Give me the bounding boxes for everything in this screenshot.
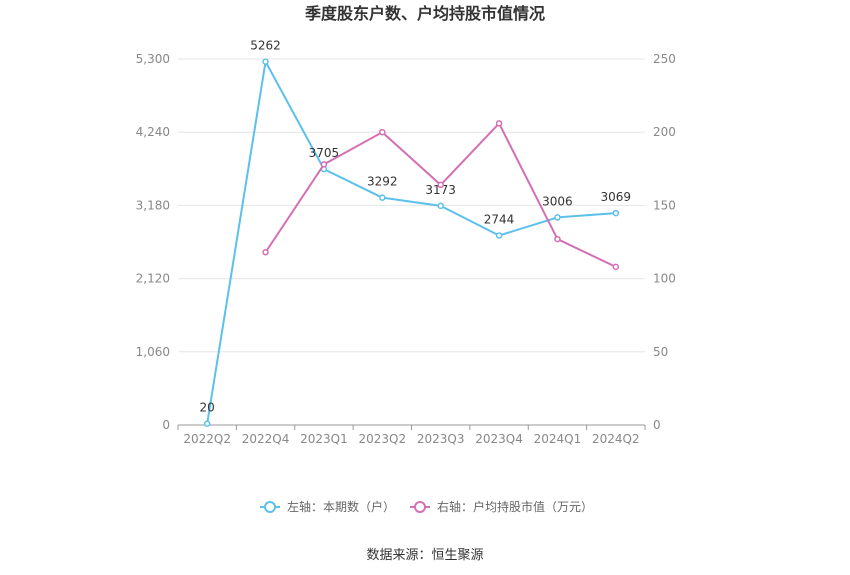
x-tick-label: 2023Q1 <box>300 432 348 446</box>
data-source: 数据来源：恒生聚源 <box>366 548 483 563</box>
point-avg-value <box>437 181 444 189</box>
point-avg-value <box>379 128 386 136</box>
grid-lines <box>178 58 645 353</box>
y-left-tick-label: 2,120 <box>136 272 170 286</box>
point-holders <box>554 214 561 221</box>
y-right-tick-label: 100 <box>653 272 676 286</box>
x-tick-label: 2024Q1 <box>534 432 582 446</box>
data-label: 2744 <box>484 213 515 227</box>
point-avg-value <box>320 161 328 168</box>
y-right-tick-label: 50 <box>653 345 668 359</box>
data-label: 3173 <box>425 183 456 197</box>
data-label: 3292 <box>367 175 398 189</box>
y-left-tick-label: 4,240 <box>136 125 170 139</box>
legend-marker <box>264 501 276 513</box>
legend-label: 右轴：户均持股市值（万元） <box>437 499 593 514</box>
data-label: 3069 <box>601 190 632 204</box>
x-tick-label: 2023Q2 <box>359 432 407 446</box>
y-right-tick-label: 250 <box>653 52 676 66</box>
data-label: 3006 <box>542 194 573 208</box>
point-avg-value <box>554 235 561 243</box>
y-left-tick-label: 1,060 <box>136 345 170 359</box>
legend: 左轴：本期数（户） 右轴：户均持股市值（万元） <box>260 499 593 514</box>
x-tick-label: 2022Q4 <box>242 432 290 446</box>
data-label: 20 <box>200 401 215 415</box>
point-avg-value <box>612 263 620 271</box>
data-label: 3705 <box>309 146 340 160</box>
x-tick-label: 2022Q2 <box>183 432 231 446</box>
series-layer: 20 5262 3705 3292 3173 2744 3006 3069 <box>200 39 632 427</box>
point-avg-value <box>495 120 503 127</box>
y-right-tick-label: 0 <box>653 418 661 432</box>
y-left-tick-label: 3,180 <box>136 198 170 212</box>
axes: 0 0 1,060 50 2,120 100 3,180 150 4,240 200 5,300 25… <box>136 52 676 446</box>
legend-marker <box>414 501 426 513</box>
point-holders <box>612 209 620 217</box>
y-right-tick-label: 150 <box>653 198 676 212</box>
point-holders <box>379 194 386 201</box>
x-tick-label: 2023Q3 <box>417 432 465 446</box>
point-holders <box>495 232 503 239</box>
y-left-tick-label: 0 <box>162 418 170 432</box>
series-line-holders <box>206 60 616 424</box>
x-tick-label: 2023Q4 <box>475 432 523 446</box>
y-right-tick-label: 200 <box>653 125 676 139</box>
data-label: 5262 <box>250 39 281 53</box>
point-holders <box>203 420 211 427</box>
y-left-tick-label: 5,300 <box>136 52 170 66</box>
point-holders <box>437 202 444 210</box>
chart-title: 季度股东户数、户均持股市值情况 <box>304 4 545 23</box>
legend-label: 左轴：本期数（户） <box>287 499 395 514</box>
x-tick-label: 2024Q2 <box>592 432 640 446</box>
point-holders <box>262 58 269 65</box>
point-avg-value <box>262 248 269 256</box>
